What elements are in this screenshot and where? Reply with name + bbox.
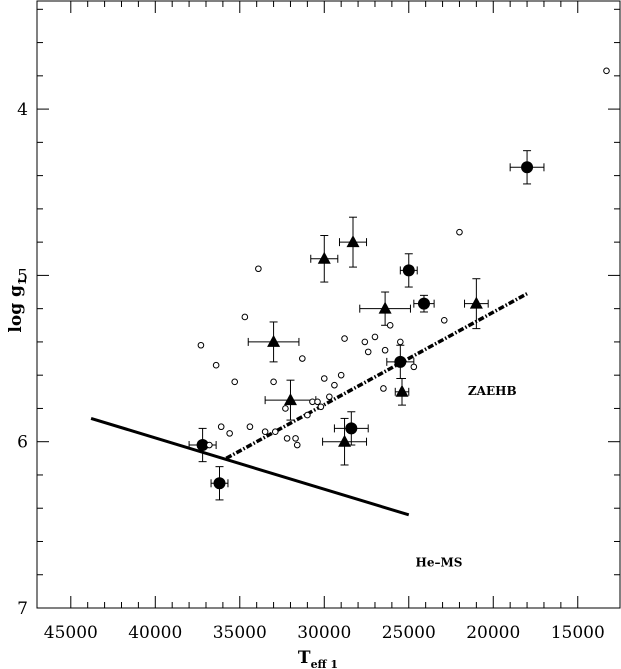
- open-circle-point: [380, 385, 387, 392]
- y-axis-title: log g1: [6, 277, 29, 332]
- x-tick-labels: 45000 40000 35000 30000 25000 20000 15000: [44, 623, 605, 643]
- triangle-point: [317, 251, 331, 264]
- open-circle-point: [293, 441, 301, 449]
- open-circle-point: [371, 333, 379, 341]
- axis-ticks: [37, 1, 620, 609]
- open-circle-point: [410, 363, 418, 371]
- y-tick-label: 4: [17, 100, 28, 120]
- x-tick-label: 30000: [297, 623, 351, 643]
- open-circle-point: [440, 316, 448, 324]
- open-circle-point: [397, 338, 404, 346]
- open-circle-point: [283, 435, 291, 442]
- open-circle-point: [314, 398, 321, 406]
- open-circle-point: [226, 430, 233, 437]
- x-tick-label: 35000: [213, 623, 267, 643]
- x-tick-label: 40000: [128, 623, 182, 643]
- open-circle-point: [456, 228, 463, 236]
- open-circle-point: [317, 403, 325, 411]
- y-tick-label: 7: [17, 599, 28, 619]
- open-circle-point: [341, 335, 348, 342]
- filled-circle-point: [417, 297, 430, 310]
- open-circle-point: [282, 405, 289, 412]
- filled-circle-point: [213, 477, 226, 490]
- he-ms-label: He–MS: [416, 555, 463, 569]
- open-circle-point: [231, 378, 239, 386]
- data-points: [188, 67, 610, 501]
- y-tick-label: 6: [17, 433, 28, 453]
- x-axis-title: Teff 1: [298, 648, 338, 669]
- triangle-point: [338, 434, 352, 447]
- open-circle-point: [206, 441, 213, 449]
- open-circle-point: [326, 393, 333, 401]
- open-circle-point: [271, 428, 279, 436]
- filled-circle-point: [394, 355, 407, 368]
- open-circle-point: [212, 361, 220, 369]
- x-tick-label: 25000: [382, 623, 436, 643]
- zaehb-line: [225, 292, 528, 460]
- x-tick-label: 20000: [466, 623, 520, 643]
- open-circle-point: [386, 321, 394, 329]
- filled-circle-point: [521, 161, 534, 174]
- open-circle-point: [320, 375, 328, 382]
- y-tick-label: 5: [17, 266, 28, 286]
- open-circle-point: [246, 423, 254, 431]
- open-circle-point: [364, 348, 372, 356]
- open-circle-point: [603, 67, 610, 75]
- x-tick-label: 45000: [44, 623, 98, 643]
- open-circle-point: [331, 381, 338, 389]
- open-circle-point: [292, 435, 299, 442]
- filled-circle-point: [196, 439, 209, 452]
- he-ms-line: [90, 416, 410, 517]
- open-circle-point: [197, 341, 205, 349]
- annotations: ZAEHB He–MS: [416, 384, 517, 569]
- model-lines: [90, 292, 528, 517]
- open-circle-point: [299, 355, 306, 362]
- open-circle-point: [304, 411, 311, 419]
- open-circle-point: [270, 378, 277, 386]
- triangle-point: [346, 235, 360, 248]
- open-circle-point: [381, 346, 389, 354]
- filled-circle-point: [402, 264, 415, 277]
- plot-frame: [36, 0, 621, 609]
- x-tick-label: 15000: [551, 623, 605, 643]
- zaehb-label: ZAEHB: [468, 384, 517, 398]
- open-circle-point: [361, 338, 369, 346]
- open-circle-point: [255, 265, 262, 273]
- triangle-point: [469, 296, 483, 309]
- open-circle-point: [261, 428, 269, 436]
- open-circle-point: [241, 313, 249, 321]
- open-circle-point: [337, 371, 345, 379]
- triangle-point: [283, 393, 297, 406]
- y-tick-labels: 4 5 6 7: [17, 100, 28, 619]
- triangle-point: [395, 384, 409, 397]
- open-circle-point: [217, 423, 225, 431]
- triangle-point: [378, 301, 392, 314]
- filled-circle-point: [345, 422, 358, 435]
- triangle-point: [267, 334, 281, 347]
